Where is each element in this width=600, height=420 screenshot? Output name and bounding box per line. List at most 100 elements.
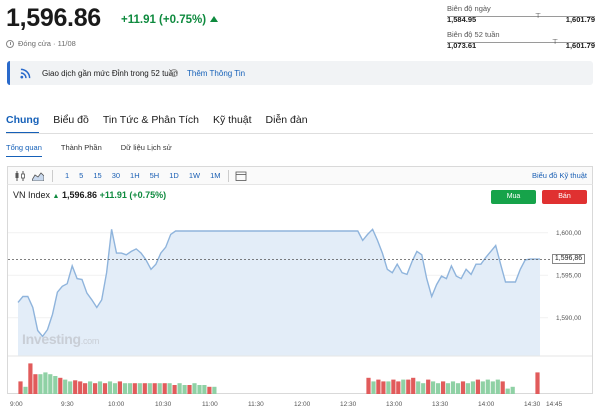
timeframe-button[interactable]: 1H (130, 171, 140, 180)
week52-range-marker-icon: ⊤ (552, 39, 559, 46)
main-tabs: Chung Biểu đồ Tin Tức & Phân Tích Kỹ thuật D… (6, 114, 322, 134)
day-range-values: 1,584.95 1,601.79 (447, 15, 595, 24)
x-tick-label: 9:30 (61, 401, 74, 408)
info-icon[interactable]: i (170, 69, 178, 77)
chart-instrument-change: +11.91 (+0.75%) (99, 190, 167, 200)
volume-bar (112, 383, 118, 394)
volume-bar (455, 383, 461, 394)
close-status-text: Đóng cửa · 11/08 (18, 39, 76, 48)
rss-icon (20, 68, 31, 79)
week52-range-bar (447, 42, 595, 43)
volume-bar (490, 381, 495, 394)
price-area-fill (18, 229, 540, 356)
timeframe-button[interactable]: 1M (210, 171, 221, 180)
x-tick-label: 10:30 (155, 401, 172, 408)
volume-bar (366, 377, 371, 394)
week52-range-low: 1,073.61 (447, 41, 477, 50)
clock-icon (6, 39, 14, 48)
x-tick-label: 9:00 (10, 401, 23, 408)
tab-0[interactable]: Chung (6, 114, 40, 134)
volume-bar (83, 383, 88, 394)
volume-bar (406, 379, 411, 394)
timeframe-button[interactable]: 5H (149, 171, 160, 180)
volume-bar (470, 381, 475, 394)
timeframe-button[interactable]: 30 (111, 171, 121, 180)
volume-bar (381, 381, 386, 394)
calendar-icon[interactable] (235, 171, 247, 181)
timeframe-buttons: 1 5 15 30 1H 5H 1D 1W 1M (53, 171, 220, 180)
y-axis: 1,600,00 1,595,00 1,590,00 (556, 230, 582, 322)
volume-bar (73, 380, 78, 394)
subtab-0[interactable]: Tổng quan (6, 143, 42, 157)
volume-bar (23, 386, 28, 394)
tab-1[interactable]: Biểu đồ (53, 114, 89, 126)
volume-bar (157, 383, 162, 394)
last-price-tag: 1,596,86 (552, 254, 585, 264)
investing-watermark: Investing.com (22, 331, 99, 347)
close-status: Đóng cửa · 11/08 (6, 39, 76, 48)
volume-bar (162, 383, 167, 394)
volume-bar (426, 379, 431, 394)
x-tick-label: 14:45 (546, 401, 563, 408)
volume-bar (97, 381, 103, 394)
y-tick-label: 1,595,00 (556, 273, 582, 280)
volume-bar (53, 376, 58, 394)
area-chart-icon[interactable] (32, 171, 44, 181)
volume-bar (505, 388, 510, 394)
volume-bar (485, 379, 490, 394)
volume-bar (396, 381, 401, 394)
volume-bar (376, 379, 381, 394)
subtab-2[interactable]: Dữ liệu Lịch sử (120, 143, 172, 152)
volume-bar (43, 372, 48, 394)
volume-bar (450, 381, 456, 394)
sell-button[interactable]: Bán (542, 190, 587, 204)
volume-bar (147, 383, 152, 394)
volume-bar (411, 377, 416, 394)
day-range-low: 1,584.95 (447, 15, 477, 24)
week52-range-high: 1,601.79 (565, 41, 595, 50)
more-info-link[interactable]: Thêm Thông Tin (187, 69, 246, 78)
tab-2[interactable]: Tin Tức & Phân Tích (102, 114, 200, 126)
volume-bar (436, 383, 441, 394)
week52-range: Biên độ 52 tuần 1,073.61 1,601.79 ⊤ (447, 30, 595, 50)
volume-bar (391, 379, 396, 394)
volume-bar (197, 385, 202, 394)
volume-bar (167, 383, 172, 394)
tab-4[interactable]: Diễn đàn (265, 114, 308, 126)
volume-bar (117, 381, 122, 394)
price-chart[interactable]: 1,600,00 1,595,00 1,590,00 9:00 9:30 10:00 10… (8, 184, 592, 410)
x-tick-label: 11:30 (248, 401, 264, 408)
volume-bar (48, 374, 53, 394)
x-tick-label: 13:00 (386, 401, 403, 408)
tab-3[interactable]: Kỹ thuật (213, 114, 252, 126)
volume-bar (142, 383, 147, 394)
volume-bar (177, 383, 182, 394)
x-tick-label: 14:30 (524, 401, 541, 408)
volume-bar (202, 385, 207, 394)
timeframe-button[interactable]: 1W (188, 171, 201, 180)
x-tick-label: 11:00 (202, 401, 218, 408)
last-price: 1,596.86 (6, 4, 101, 32)
volume-bar (465, 383, 470, 394)
chart-instrument: VN Index ▲ 1,596.86 +11.91 (+0.75%) (13, 190, 166, 200)
volume-bar (535, 372, 540, 394)
subtab-1[interactable]: Thành Phần (60, 143, 102, 152)
price-line (17, 228, 540, 338)
volume-bar (107, 381, 113, 394)
volume-bar (127, 383, 132, 394)
timeframe-button[interactable]: 15 (93, 171, 102, 180)
timeframe-button[interactable]: 5 (79, 171, 84, 180)
volume-bar (401, 379, 406, 394)
candlestick-icon[interactable] (14, 170, 26, 181)
buy-button[interactable]: Mua (491, 190, 536, 204)
chart-instrument-price: 1,596.86 (62, 190, 98, 200)
volume-bar (137, 383, 142, 394)
volume-bar (18, 381, 23, 394)
timeframe-button[interactable]: 1D (169, 171, 179, 180)
day-range: Biên độ ngày 1,584.95 1,601.79 ⊤ (447, 4, 595, 24)
technical-chart-link[interactable]: Biểu đồ Kỹ thuật (531, 171, 587, 180)
timeframe-button[interactable]: 1 (65, 171, 70, 180)
volume-bar (187, 385, 192, 394)
week52-range-title: Biên độ 52 tuần (447, 30, 500, 39)
volume-bar (386, 381, 391, 394)
